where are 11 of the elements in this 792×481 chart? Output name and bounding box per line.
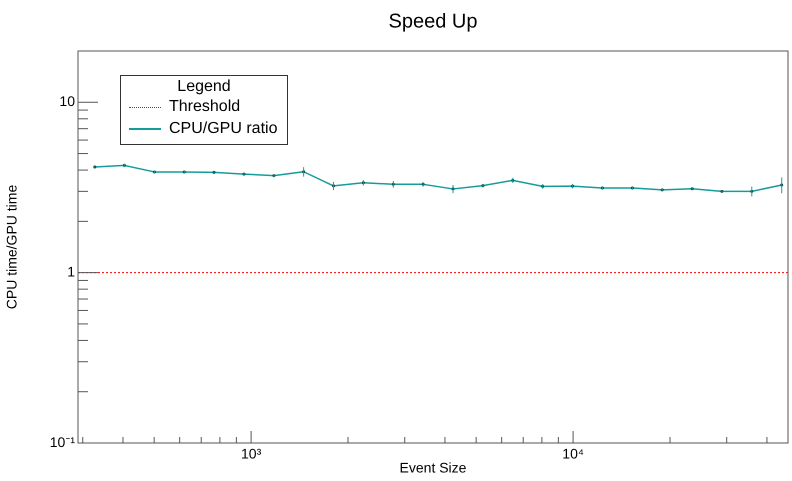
x-tick-label: 10⁴ (562, 445, 584, 462)
y-tick-label: 1 (67, 264, 76, 280)
x-tick-label: 10³ (240, 445, 262, 462)
y-tick-label: 10 (59, 93, 76, 110)
legend-title: Legend (176, 78, 232, 96)
chart-title: Speed Up (388, 10, 478, 33)
y-axis-title: CPU time/GPU time (3, 184, 20, 310)
legend-label: Threshold (169, 97, 240, 117)
y-tick-label: 10⁻¹ (50, 434, 76, 450)
legend-label: CPU/GPU ratio (169, 119, 278, 139)
x-axis-title: Event Size (400, 459, 467, 476)
